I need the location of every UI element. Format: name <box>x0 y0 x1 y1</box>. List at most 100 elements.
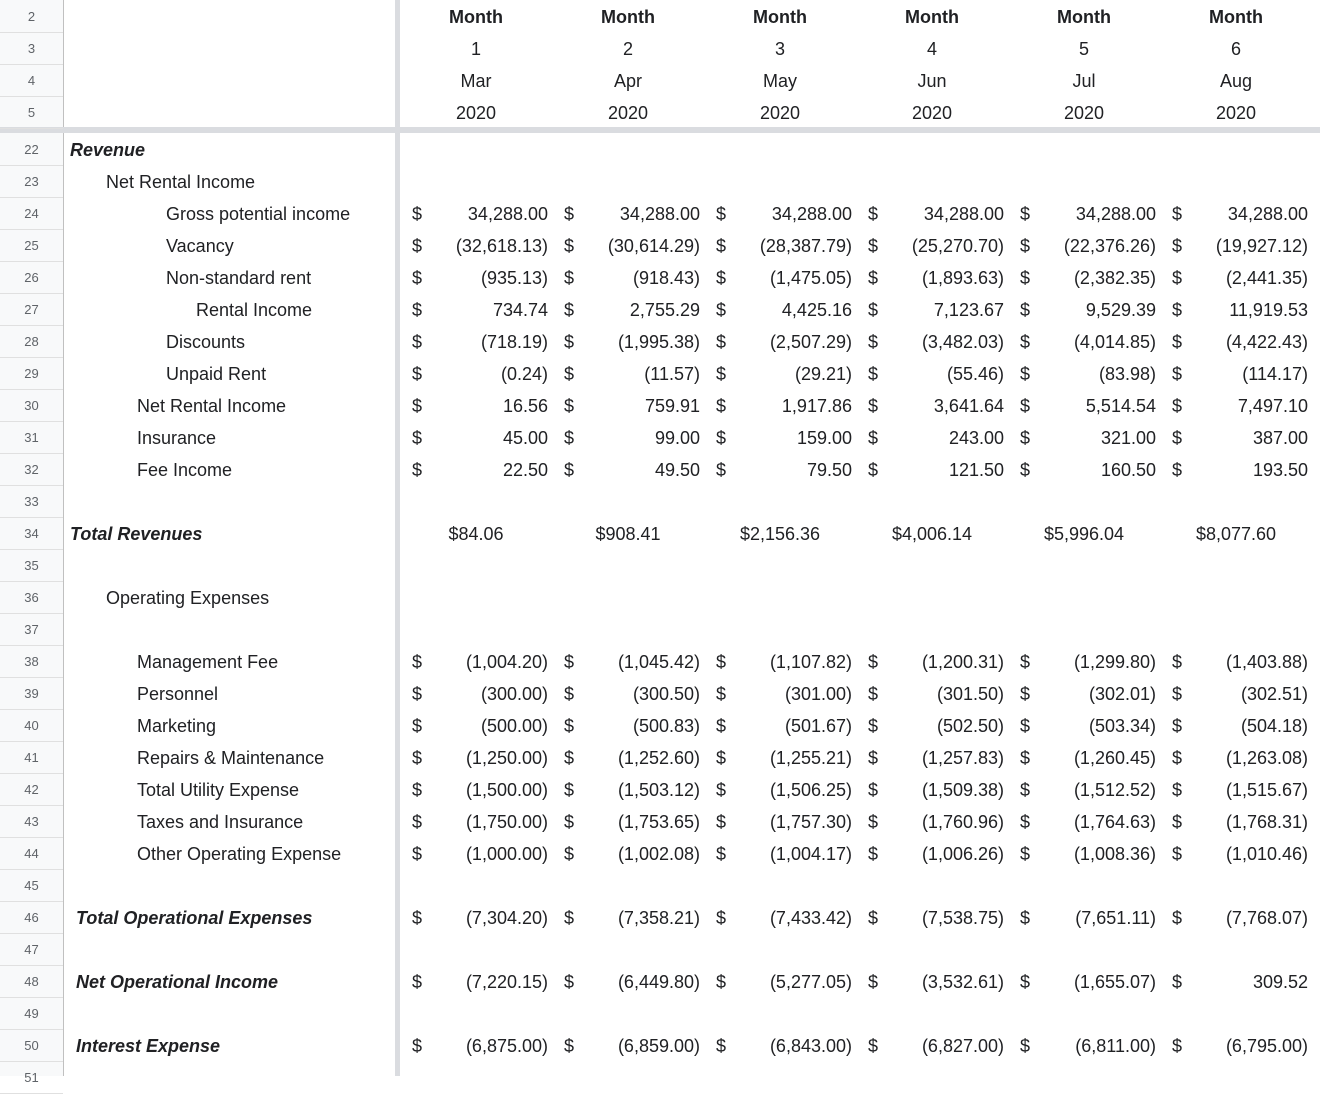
row-number[interactable]: 33 <box>0 486 63 518</box>
header-cell[interactable]: Aug <box>1219 71 1253 91</box>
row-label[interactable]: Discounts <box>166 332 246 352</box>
header-cell[interactable]: Month <box>449 7 503 27</box>
value-cell[interactable]: 243.00 <box>948 428 1004 448</box>
value-cell[interactable]: (6,827.00) <box>921 1036 1004 1056</box>
value-cell[interactable]: 34,288.00 <box>923 204 1004 224</box>
value-cell[interactable]: (83.98) <box>1098 364 1156 384</box>
row-number[interactable]: 2 <box>0 1 63 33</box>
value-cell[interactable]: (114.17) <box>1242 364 1308 384</box>
row-label[interactable]: Rental Income <box>196 300 313 320</box>
value-cell[interactable]: 321.00 <box>1100 428 1156 448</box>
value-cell[interactable]: (502.50) <box>936 716 1004 736</box>
value-cell[interactable]: $5,996.04 <box>1043 524 1125 544</box>
row-number[interactable]: 46 <box>0 902 63 934</box>
value-cell[interactable]: (1,764.63) <box>1073 812 1156 832</box>
value-cell[interactable]: $8,077.60 <box>1195 524 1277 544</box>
value-cell[interactable]: (1,250.00) <box>465 748 548 768</box>
row-number[interactable]: 35 <box>0 550 63 582</box>
value-cell[interactable]: (28,387.79) <box>759 236 852 256</box>
value-cell[interactable]: (7,220.15) <box>465 972 548 992</box>
value-cell[interactable]: 4,425.16 <box>781 300 852 320</box>
value-cell[interactable]: (2,441.35) <box>1225 268 1308 288</box>
row-label[interactable]: Net Operational Income <box>76 972 279 992</box>
value-cell[interactable]: 45.00 <box>502 428 548 448</box>
value-cell[interactable]: 121.50 <box>948 460 1004 480</box>
row-number[interactable]: 37 <box>0 614 63 646</box>
row-number[interactable]: 48 <box>0 966 63 998</box>
header-cell[interactable]: 4 <box>926 39 937 59</box>
value-cell[interactable]: 160.50 <box>1100 460 1156 480</box>
value-cell[interactable]: (302.01) <box>1088 684 1156 704</box>
value-cell[interactable]: (7,358.21) <box>617 908 700 928</box>
header-cell[interactable]: 2 <box>622 39 633 59</box>
row-number[interactable]: 22 <box>0 134 63 166</box>
value-cell[interactable]: 22.50 <box>502 460 548 480</box>
value-cell[interactable]: (1,004.20) <box>465 652 548 672</box>
value-cell[interactable]: (1,008.36) <box>1073 844 1156 864</box>
row-label[interactable]: Management Fee <box>137 652 279 672</box>
value-cell[interactable]: 79.50 <box>806 460 852 480</box>
value-cell[interactable]: 1,917.86 <box>781 396 852 416</box>
row-number[interactable]: 23 <box>0 166 63 198</box>
header-cell[interactable]: 2020 <box>455 103 497 123</box>
header-cell[interactable]: Jul <box>1072 71 1096 91</box>
value-cell[interactable]: 34,288.00 <box>619 204 700 224</box>
value-cell[interactable]: 16.56 <box>502 396 548 416</box>
value-cell[interactable]: 7,123.67 <box>933 300 1004 320</box>
value-cell[interactable]: 49.50 <box>654 460 700 480</box>
frozen-column-divider[interactable] <box>395 0 400 1076</box>
value-cell[interactable]: (503.34) <box>1088 716 1156 736</box>
row-number[interactable]: 44 <box>0 838 63 870</box>
value-cell[interactable]: (3,482.03) <box>921 332 1004 352</box>
row-label[interactable]: Vacancy <box>166 236 234 256</box>
header-cell[interactable]: May <box>762 71 797 91</box>
value-cell[interactable]: (1,299.80) <box>1073 652 1156 672</box>
value-cell[interactable]: 759.91 <box>644 396 700 416</box>
value-cell[interactable]: (5,277.05) <box>769 972 852 992</box>
value-cell[interactable]: (500.83) <box>632 716 700 736</box>
row-label[interactable]: Operating Expenses <box>106 588 270 608</box>
value-cell[interactable]: 3,641.64 <box>933 396 1004 416</box>
row-number[interactable]: 39 <box>0 678 63 710</box>
value-cell[interactable]: (1,403.88) <box>1225 652 1308 672</box>
value-cell[interactable]: 2,755.29 <box>629 300 700 320</box>
value-cell[interactable]: (7,304.20) <box>465 908 548 928</box>
value-cell[interactable]: (1,757.30) <box>769 812 852 832</box>
row-label[interactable]: Insurance <box>137 428 217 448</box>
value-cell[interactable]: (504.18) <box>1240 716 1308 736</box>
value-cell[interactable]: (7,538.75) <box>921 908 1004 928</box>
value-cell[interactable]: 387.00 <box>1252 428 1308 448</box>
row-number[interactable]: 3 <box>0 33 63 65</box>
row-label[interactable]: Total Operational Expenses <box>76 908 313 928</box>
value-cell[interactable]: (718.19) <box>480 332 548 352</box>
row-number[interactable]: 47 <box>0 934 63 966</box>
row-label[interactable]: Taxes and Insurance <box>137 812 304 832</box>
value-cell[interactable]: $908.41 <box>595 524 661 544</box>
header-cell[interactable]: 2020 <box>1215 103 1257 123</box>
value-cell[interactable]: (1,753.65) <box>617 812 700 832</box>
row-number[interactable]: 38 <box>0 646 63 678</box>
row-label[interactable]: Interest Expense <box>76 1036 221 1056</box>
header-cell[interactable]: 2020 <box>759 103 801 123</box>
value-cell[interactable]: (500.00) <box>480 716 548 736</box>
value-cell[interactable]: (918.43) <box>632 268 700 288</box>
header-cell[interactable]: Apr <box>613 71 642 91</box>
value-cell[interactable]: (1,263.08) <box>1225 748 1308 768</box>
value-cell[interactable]: (1,760.96) <box>921 812 1004 832</box>
row-label[interactable]: Gross potential income <box>166 204 351 224</box>
value-cell[interactable]: 34,288.00 <box>1227 204 1308 224</box>
value-cell[interactable]: (1,506.25) <box>769 780 852 800</box>
value-cell[interactable]: (29.21) <box>794 364 852 384</box>
row-number[interactable]: 29 <box>0 358 63 390</box>
value-cell[interactable]: 9,529.39 <box>1085 300 1156 320</box>
value-cell[interactable]: 34,288.00 <box>771 204 852 224</box>
value-cell[interactable]: $84.06 <box>448 524 504 544</box>
row-number[interactable]: 25 <box>0 230 63 262</box>
value-cell[interactable]: (1,045.42) <box>617 652 700 672</box>
value-cell[interactable]: (1,006.26) <box>921 844 1004 864</box>
value-cell[interactable]: (32,618.13) <box>455 236 548 256</box>
row-label[interactable]: Net Rental Income <box>137 396 287 416</box>
value-cell[interactable]: (301.00) <box>784 684 852 704</box>
row-label[interactable]: Repairs & Maintenance <box>137 748 325 768</box>
header-cell[interactable]: Month <box>753 7 807 27</box>
